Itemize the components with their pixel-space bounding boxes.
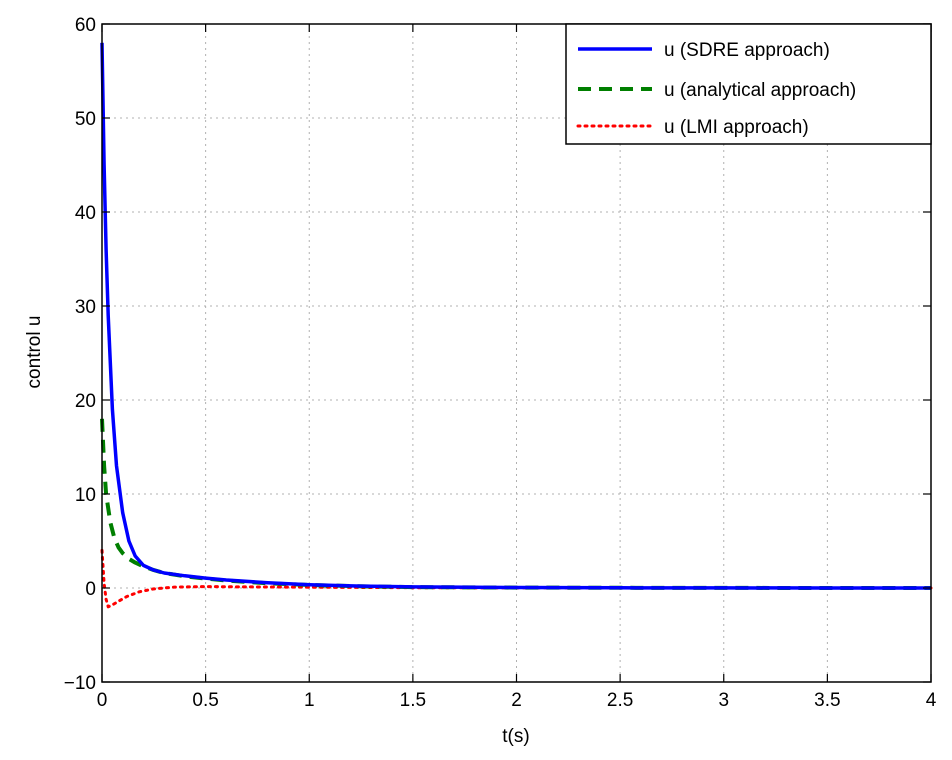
series-line-solid: [100, 42, 931, 590]
y-tick-label: 0: [85, 579, 96, 600]
y-tick-label: −10: [64, 673, 96, 694]
x-tick-label: 3.5: [814, 690, 840, 711]
x-tick-label: 3: [718, 690, 729, 711]
y-tick-label: 60: [75, 15, 96, 36]
legend-label-analytical: u (analytical approach): [664, 80, 856, 101]
x-tick-label: 2.5: [607, 690, 633, 711]
x-axis-label: t(s): [502, 726, 529, 747]
y-tick-label: 30: [75, 297, 96, 318]
x-tick-label: 0: [97, 690, 108, 711]
x-tick-label: 1.5: [400, 690, 426, 711]
legend-label-sdre: u (SDRE approach): [664, 40, 830, 61]
y-tick-label: 20: [75, 391, 96, 412]
y-axis-label: control u: [24, 316, 45, 389]
legend-box: [565, 23, 932, 145]
y-tick-label: 40: [75, 203, 96, 224]
y-tick-label: 50: [75, 109, 96, 130]
x-tick-label: 4: [926, 690, 937, 711]
x-tick-label: 2: [511, 690, 522, 711]
legend: u (SDRE approach) u (analytical approach…: [565, 23, 932, 145]
x-tick-label: 1: [304, 690, 315, 711]
x-tick-label: 0.5: [192, 690, 218, 711]
series-lines: [100, 42, 933, 609]
y-tick-label: 10: [75, 485, 96, 506]
legend-label-lmi: u (LMI approach): [664, 117, 809, 138]
